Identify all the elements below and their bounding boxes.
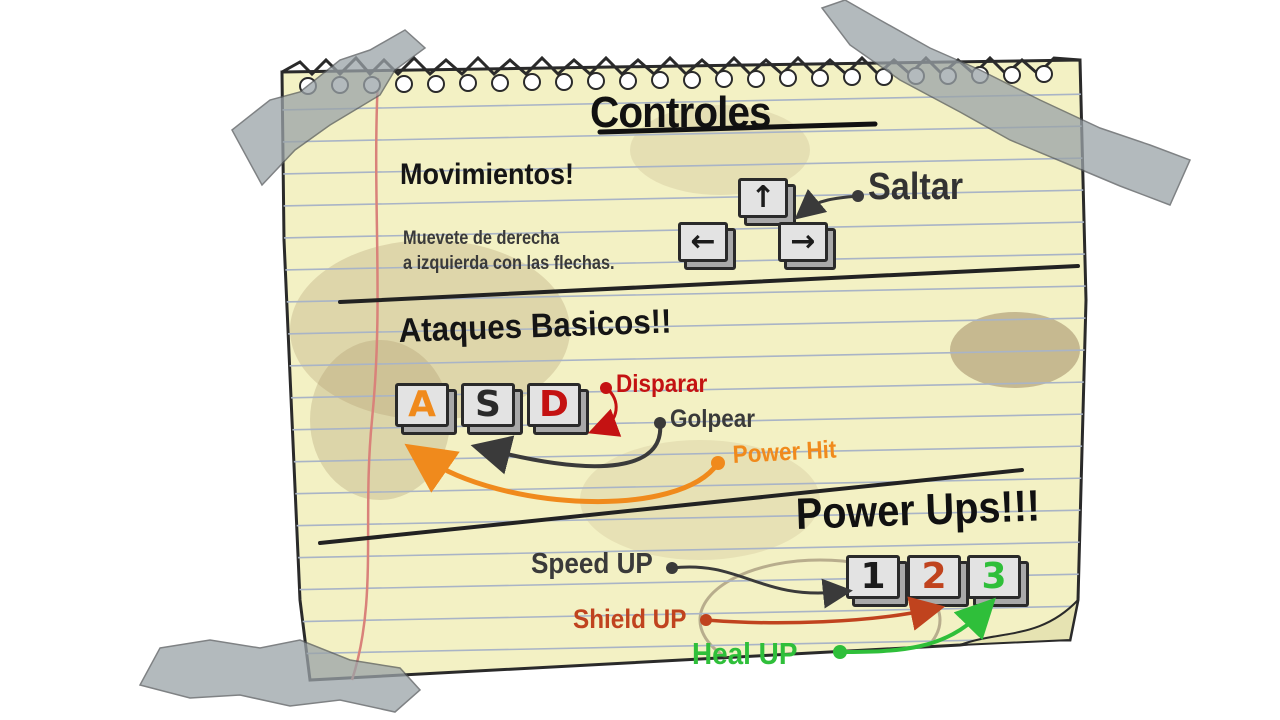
key-3-number: 3 (981, 556, 1007, 597)
shield-up-label: Shield UP (573, 604, 687, 634)
tape-strips (138, 0, 1192, 713)
movement-heading: Movimientos! (400, 158, 575, 191)
divider-movement (338, 264, 1080, 304)
key-3: 3 (967, 555, 1029, 607)
jump-label: Saltar (868, 166, 964, 208)
key-d-letter: D (539, 384, 569, 425)
key-a-letter: A (408, 384, 436, 425)
key-s: S (461, 383, 523, 435)
arrow-left-key: ← (678, 222, 736, 270)
key-2-number: 2 (921, 556, 947, 597)
arrow-left-icon: ← (690, 224, 716, 259)
key-1: 1 (846, 555, 908, 607)
key-a: A (395, 383, 457, 435)
powerups-heading: Power Ups!!! (795, 481, 1041, 539)
title-underline (597, 121, 878, 135)
heal-up-label: Heal UP (692, 636, 798, 671)
power-hit-label: Power Hit (732, 435, 838, 469)
key-d: D (527, 383, 589, 435)
shoot-label: Disparar (616, 370, 708, 398)
divider-attacks (318, 468, 1024, 545)
movement-description-line2: a izquierda con las flechas. (403, 253, 615, 274)
arrow-right-icon: → (790, 224, 816, 259)
key-2: 2 (907, 555, 969, 607)
arrow-right-key: → (778, 222, 836, 270)
key-1-number: 1 (860, 556, 886, 597)
page-title: Controles (590, 88, 772, 137)
hit-label: Golpear (670, 405, 756, 433)
arrow-up-key: ↑ (738, 178, 796, 226)
arrow-up-icon: ↑ (750, 180, 776, 215)
speed-up-label: Speed UP (531, 548, 653, 580)
movement-description-line1: Muevete de derecha (403, 228, 560, 249)
margin-line (350, 77, 380, 681)
key-s-letter: S (475, 384, 501, 425)
